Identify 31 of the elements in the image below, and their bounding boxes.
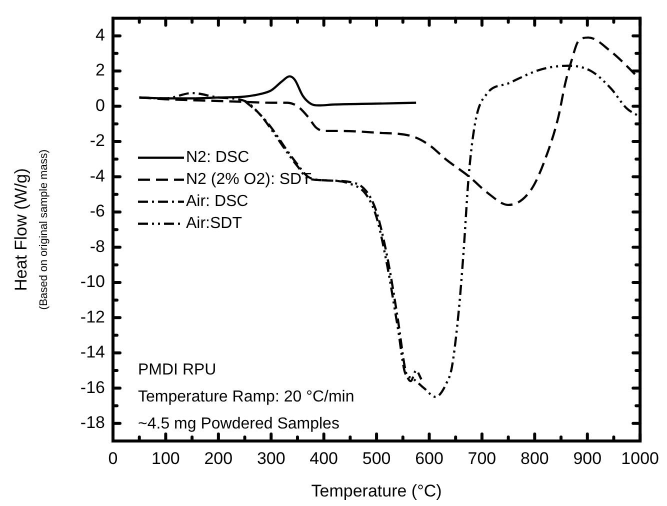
legend-label: Air:SDT <box>186 215 242 232</box>
y-tick-label: -8 <box>90 236 105 256</box>
annotation: Temperature Ramp: 20 °C/min <box>138 388 354 406</box>
x-tick-label: 700 <box>468 448 496 468</box>
x-tick-label: 500 <box>362 448 391 468</box>
x-tick-label: 300 <box>256 448 286 468</box>
y-tick-label: 0 <box>96 96 105 115</box>
annotation: ~4.5 mg Powdered Samples <box>138 415 340 432</box>
y-tick-label: -12 <box>80 307 105 326</box>
y-tick-label: -2 <box>90 131 105 150</box>
x-tick-label: 0 <box>108 448 118 468</box>
x-tick-label: 400 <box>310 448 338 468</box>
x-tick-label: 100 <box>152 448 180 468</box>
x-tick-label: 900 <box>573 448 602 468</box>
legend-label: N2: DSC <box>186 149 250 166</box>
y-tick-label: -4 <box>90 166 105 186</box>
y-tick-label: -10 <box>80 272 105 292</box>
x-tick-label: 1000 <box>621 448 660 468</box>
x-tick-label: 800 <box>520 448 549 468</box>
y-tick-label: -14 <box>80 342 105 362</box>
y-tick-label: -18 <box>80 413 105 432</box>
legend-label: Air: DSC <box>186 193 248 210</box>
y-tick-label: -6 <box>90 202 105 221</box>
x-tick-label: 600 <box>415 448 444 468</box>
y-tick-label: -16 <box>80 378 105 397</box>
y-tick-label: 2 <box>96 60 105 80</box>
x-tick-label: 200 <box>204 448 233 468</box>
y-axis-title: Heat Flow (W/g) (Based on original sample mass) <box>12 150 50 310</box>
annotation: PMDI RPU <box>138 361 216 378</box>
y-tick-label: 4 <box>96 26 105 45</box>
x-axis-title: Temperature (°C) <box>311 481 442 500</box>
